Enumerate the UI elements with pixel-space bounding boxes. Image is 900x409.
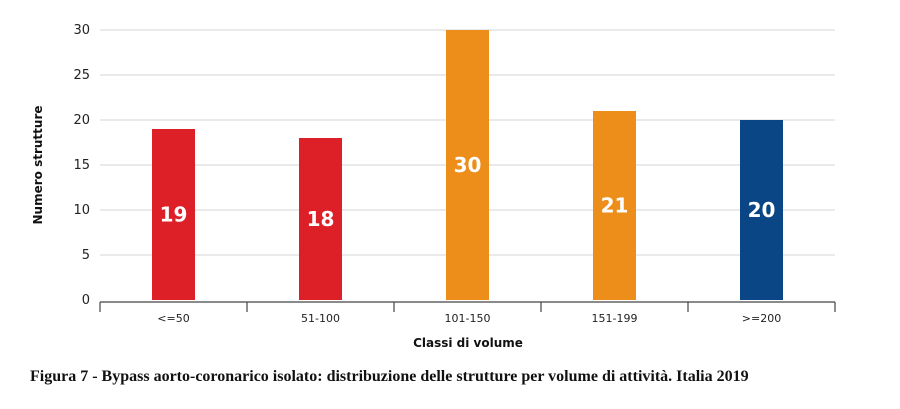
x-axis-categories: <=50 51-100 101-150 151-199 >=200 [157,312,781,325]
x-category-label: 51-100 [301,312,340,325]
bars [152,30,783,300]
y-tick-label: 20 [73,113,90,128]
bar-chart: 0 5 10 15 20 25 30 19 18 30 21 20 <=50 51-100 101-15… [31,23,836,350]
bar-5 [740,120,783,300]
x-category-label: <=50 [157,312,189,325]
bar-value-label: 19 [160,203,188,227]
y-tick-label: 0 [82,293,90,308]
bar-1 [152,129,195,300]
bar-data-labels: 19 18 30 21 20 [160,153,776,231]
x-category-label: >=200 [742,312,781,325]
y-tick-label: 5 [82,248,90,263]
bar-2 [299,138,342,300]
y-tick-label: 25 [73,68,90,83]
bar-value-label: 30 [454,153,482,177]
bar-4 [593,111,636,300]
y-tick-label: 30 [73,23,90,38]
bar-value-label: 21 [601,194,629,218]
bar-value-label: 18 [307,207,335,231]
x-category-label: 101-150 [445,312,491,325]
x-category-label: 151-199 [592,312,638,325]
bar-3 [446,30,489,300]
x-axis [99,301,836,312]
x-axis-title: Classi di volume [413,336,523,350]
y-axis-title: Numero strutture [31,106,45,225]
y-axis-ticks: 0 5 10 15 20 25 30 [73,23,90,308]
y-tick-label: 10 [73,203,90,218]
y-tick-label: 15 [73,158,90,173]
figure-caption: Figura 7 - Bypass aorto-coronarico isola… [30,368,749,385]
bar-value-label: 20 [748,198,776,222]
